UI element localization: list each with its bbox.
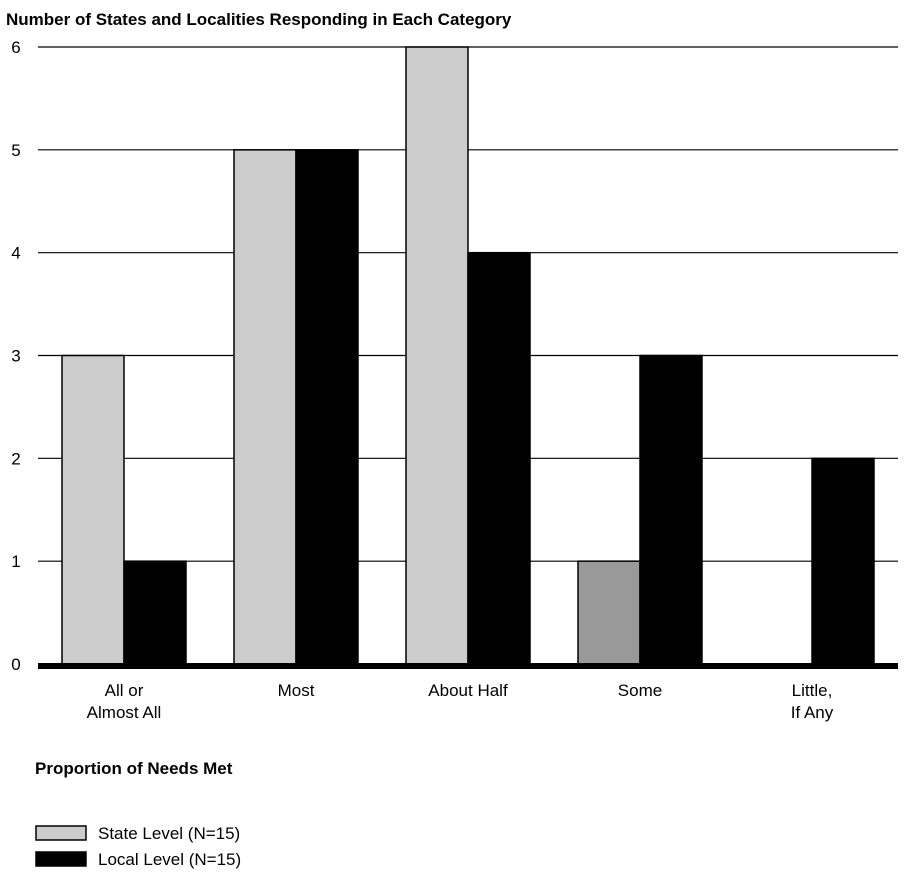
x-tick-label: Almost All	[87, 703, 162, 722]
bar	[811, 457, 875, 665]
y-axis-ticks: 0 1 2 3 4 5 6	[11, 38, 20, 674]
y-tick-label: 5	[11, 141, 20, 160]
bar	[123, 560, 187, 665]
chart-title: Number of States and Localities Respondi…	[6, 10, 512, 29]
y-tick-label: 1	[11, 552, 20, 571]
x-tick-label: All or	[105, 681, 144, 700]
bar	[295, 149, 359, 665]
bar	[467, 251, 531, 665]
y-tick-label: 4	[11, 244, 20, 263]
x-tick-label: Some	[618, 681, 662, 700]
y-tick-label: 0	[11, 655, 20, 674]
bar	[639, 354, 703, 665]
legend: State Level (N=15) Local Level (N=15)	[35, 824, 241, 869]
legend-label: State Level (N=15)	[98, 824, 240, 843]
legend-swatch	[35, 851, 87, 867]
y-tick-label: 2	[11, 449, 20, 468]
legend-swatch	[35, 825, 87, 841]
bar	[405, 46, 469, 665]
x-tick-label: Most	[278, 681, 315, 700]
x-tick-label: If Any	[791, 703, 834, 722]
bars	[61, 46, 875, 665]
y-tick-label: 6	[11, 38, 20, 57]
x-axis-label: Proportion of Needs Met	[35, 759, 233, 778]
x-tick-label: About Half	[428, 681, 508, 700]
legend-label: Local Level (N=15)	[98, 850, 241, 869]
y-tick-label: 3	[11, 347, 20, 366]
bar	[61, 354, 125, 665]
baseline-bar	[38, 663, 898, 669]
x-axis-baseline	[38, 663, 898, 669]
x-axis-categories: All or Almost All Most About Half Some Little…	[87, 681, 834, 722]
x-tick-label: Little,	[792, 681, 833, 700]
bar	[233, 149, 297, 665]
bar	[577, 560, 641, 665]
